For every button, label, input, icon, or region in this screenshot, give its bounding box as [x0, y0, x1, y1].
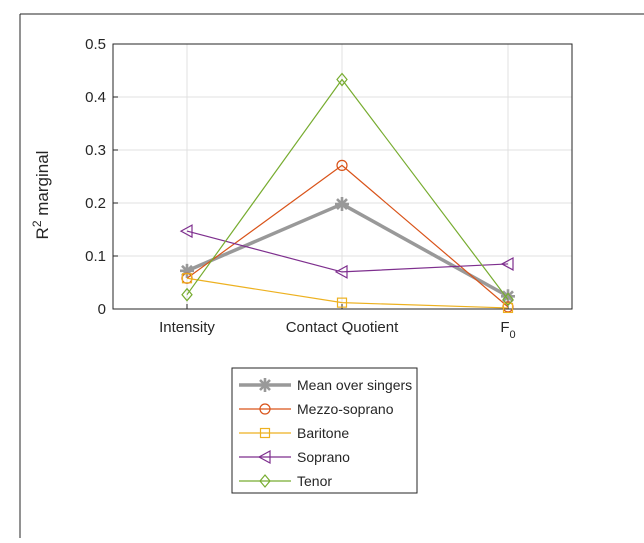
series-tenor [181, 72, 514, 307]
y-tick-label: 0.1 [85, 248, 106, 265]
data-point-baritone [336, 297, 348, 308]
y-axis-label-main: R [33, 227, 52, 239]
data-point-soprano [334, 264, 348, 279]
legend-item-mean-over-singers: Mean over singers [239, 377, 412, 393]
y-axis-label-rest: marginal [33, 151, 52, 221]
series-line-baritone [186, 277, 509, 309]
data-point-baritone [502, 302, 514, 314]
legend-item-tenor: Tenor [239, 473, 332, 489]
x-tick-label: Intensity [159, 319, 215, 336]
data-point-baritone [181, 273, 193, 284]
legend-marker-soprano [257, 449, 271, 465]
data-point-mean-over-singers [180, 263, 194, 278]
series-soprano [179, 224, 514, 279]
data-point-mean-over-singers [501, 289, 515, 304]
series-line-soprano [186, 230, 509, 273]
x-tick-label: F0 [500, 319, 515, 341]
legend-item-mezzo-soprano: Mezzo-soprano [239, 401, 394, 417]
y-tick-label: 0.3 [85, 142, 106, 159]
data-point-mean-over-singers [335, 197, 349, 212]
series-baritone [181, 273, 514, 314]
legend-item-baritone: Baritone [239, 425, 349, 441]
legend-label-baritone: Baritone [297, 425, 349, 441]
y-tick-label: 0 [98, 301, 106, 318]
legend-marker-baritone [259, 427, 271, 439]
legend-marker-mezzo-soprano [259, 403, 271, 415]
series-group [179, 72, 515, 314]
legend-label-mezzo-soprano: Mezzo-soprano [297, 401, 394, 417]
data-point-soprano [179, 224, 193, 239]
data-point-soprano [500, 256, 514, 271]
data-point-tenor [181, 287, 193, 302]
legend-label-tenor: Tenor [297, 473, 332, 489]
y-axis-label: R2 marginal [30, 151, 52, 240]
y-axis-label-text: R2 marginal [30, 151, 52, 240]
series-line-mezzo-soprano [186, 164, 509, 308]
series-line-tenor [186, 78, 509, 300]
legend-marker-mean-over-singers [258, 378, 272, 392]
data-point-tenor [502, 292, 514, 307]
legend-item-soprano: Soprano [239, 449, 350, 465]
y-tick-label: 0.4 [85, 89, 106, 106]
series-mean-over-singers [180, 197, 515, 304]
legend-label-mean-over-singers: Mean over singers [297, 377, 412, 393]
data-point-tenor [336, 72, 348, 87]
y-tick-label: 0.2 [85, 195, 106, 212]
x-tick-label: Contact Quotient [286, 319, 399, 336]
data-point-mezzo-soprano [336, 159, 348, 171]
axis-ticks: 0 0.1 0.2 0.3 0.4 0.5 Intensity Contact Quotien… [85, 36, 516, 341]
legend: Mean over singers Mezzo-soprano Baritone So… [231, 367, 418, 494]
legend-label-soprano: Soprano [297, 449, 350, 465]
y-axis-label-superscript: 2 [30, 220, 44, 227]
y-tick-label: 0.5 [85, 36, 106, 53]
legend-marker-tenor [259, 474, 271, 488]
